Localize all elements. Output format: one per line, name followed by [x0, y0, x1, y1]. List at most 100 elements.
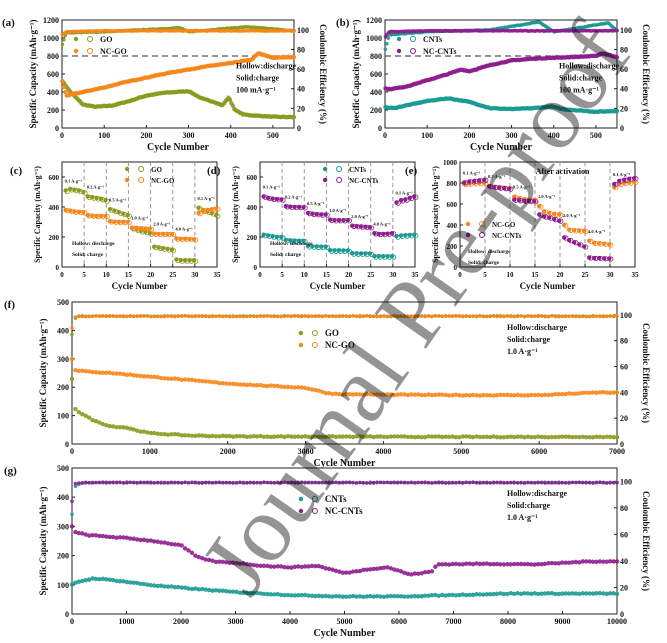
data-point [392, 434, 397, 439]
data-point [176, 376, 181, 382]
data-point [121, 425, 126, 430]
data-point [215, 206, 221, 212]
x-tick-label: 6000 [391, 617, 407, 626]
data-point [375, 480, 379, 485]
data-point [454, 314, 458, 318]
data-point [467, 393, 472, 398]
x-axis-label: Cycle Number [112, 281, 168, 291]
series-cnts-capacity [69, 576, 620, 600]
panel-e: (e) 0 5 10 15 20 25 30 35 0 200 400 600 800 1000 Cycle … [405, 159, 639, 291]
data-point [602, 241, 607, 246]
data-point [522, 314, 527, 319]
data-point [542, 209, 547, 214]
x-tick-label: 3000 [298, 447, 314, 456]
data-point [323, 434, 328, 440]
legend: GO NC-GO [73, 35, 127, 56]
data-point [354, 434, 359, 439]
data-point [110, 371, 116, 376]
data-point [248, 590, 253, 596]
data-point [206, 434, 212, 439]
data-point [519, 480, 523, 485]
data-point [519, 314, 523, 318]
data-point [460, 393, 465, 398]
legend-marker-filled [124, 177, 130, 183]
x-axis-label: Cycle Number [314, 628, 376, 639]
data-point [375, 314, 379, 318]
data-point [412, 434, 417, 440]
y2-tick-label: 20 [620, 414, 628, 423]
data-point [522, 198, 527, 204]
data-point [542, 392, 548, 397]
data-point [80, 368, 85, 374]
data-point [82, 210, 88, 216]
data-point [292, 204, 297, 210]
data-point [457, 314, 462, 319]
data-point [152, 583, 157, 588]
data-point [104, 314, 109, 319]
data-point [203, 314, 208, 318]
data-point [368, 314, 373, 318]
data-point [447, 481, 451, 485]
x-tick-label: 5000 [453, 447, 469, 456]
data-point [152, 481, 157, 485]
data-point [422, 435, 428, 440]
data-point [574, 314, 578, 319]
data-point [533, 199, 539, 205]
data-point [354, 392, 359, 397]
data-point [165, 231, 170, 237]
data-point [526, 480, 530, 485]
data-point [320, 314, 325, 319]
data-point [61, 84, 67, 90]
data-point [248, 314, 253, 319]
annotation-text: Hollow: discharge [468, 249, 511, 255]
data-point [562, 222, 567, 228]
y2-tick-label: 100 [620, 311, 632, 320]
data-point [227, 433, 232, 439]
data-point [101, 314, 105, 318]
data-point [93, 576, 99, 582]
data-point [265, 591, 270, 597]
annotation-text: 1.0 A·g⁻¹ [507, 513, 538, 522]
data-point [395, 314, 400, 318]
data-point [323, 390, 328, 396]
data-point [413, 233, 419, 239]
data-point [169, 480, 174, 485]
y2-axis-label: Coulombic Efficiency (%) [641, 24, 651, 124]
data-point [604, 390, 609, 395]
data-point [583, 390, 589, 395]
data-point [562, 235, 567, 240]
data-point [392, 392, 397, 398]
data-point [83, 368, 88, 374]
data-point [547, 210, 552, 216]
data-point [193, 433, 198, 439]
data-point [280, 197, 286, 203]
x-tick-label: 1000 [142, 447, 158, 456]
data-point [491, 480, 496, 485]
data-point [580, 390, 585, 395]
data-point [176, 432, 181, 437]
data-point [90, 481, 95, 485]
data-point [478, 314, 482, 318]
data-point [87, 314, 91, 319]
data-point [446, 434, 452, 439]
data-point [258, 591, 263, 596]
data-point [251, 434, 256, 439]
data-point [474, 314, 479, 318]
series-cnts-capacity [383, 96, 620, 115]
data-point [179, 314, 184, 318]
legend-label: NC-GO [325, 340, 355, 350]
data-point [388, 434, 393, 439]
data-point [258, 433, 263, 439]
data-point [552, 211, 557, 217]
data-point [186, 314, 191, 318]
data-point [159, 480, 163, 485]
data-point [627, 176, 632, 181]
data-point [474, 434, 479, 439]
y2-tick-label: 0 [620, 124, 624, 133]
data-point [189, 586, 195, 592]
data-point [415, 392, 421, 397]
data-point [436, 314, 441, 318]
series-nc-cnts [261, 194, 419, 238]
data-point [230, 381, 236, 387]
data-point [607, 390, 613, 396]
